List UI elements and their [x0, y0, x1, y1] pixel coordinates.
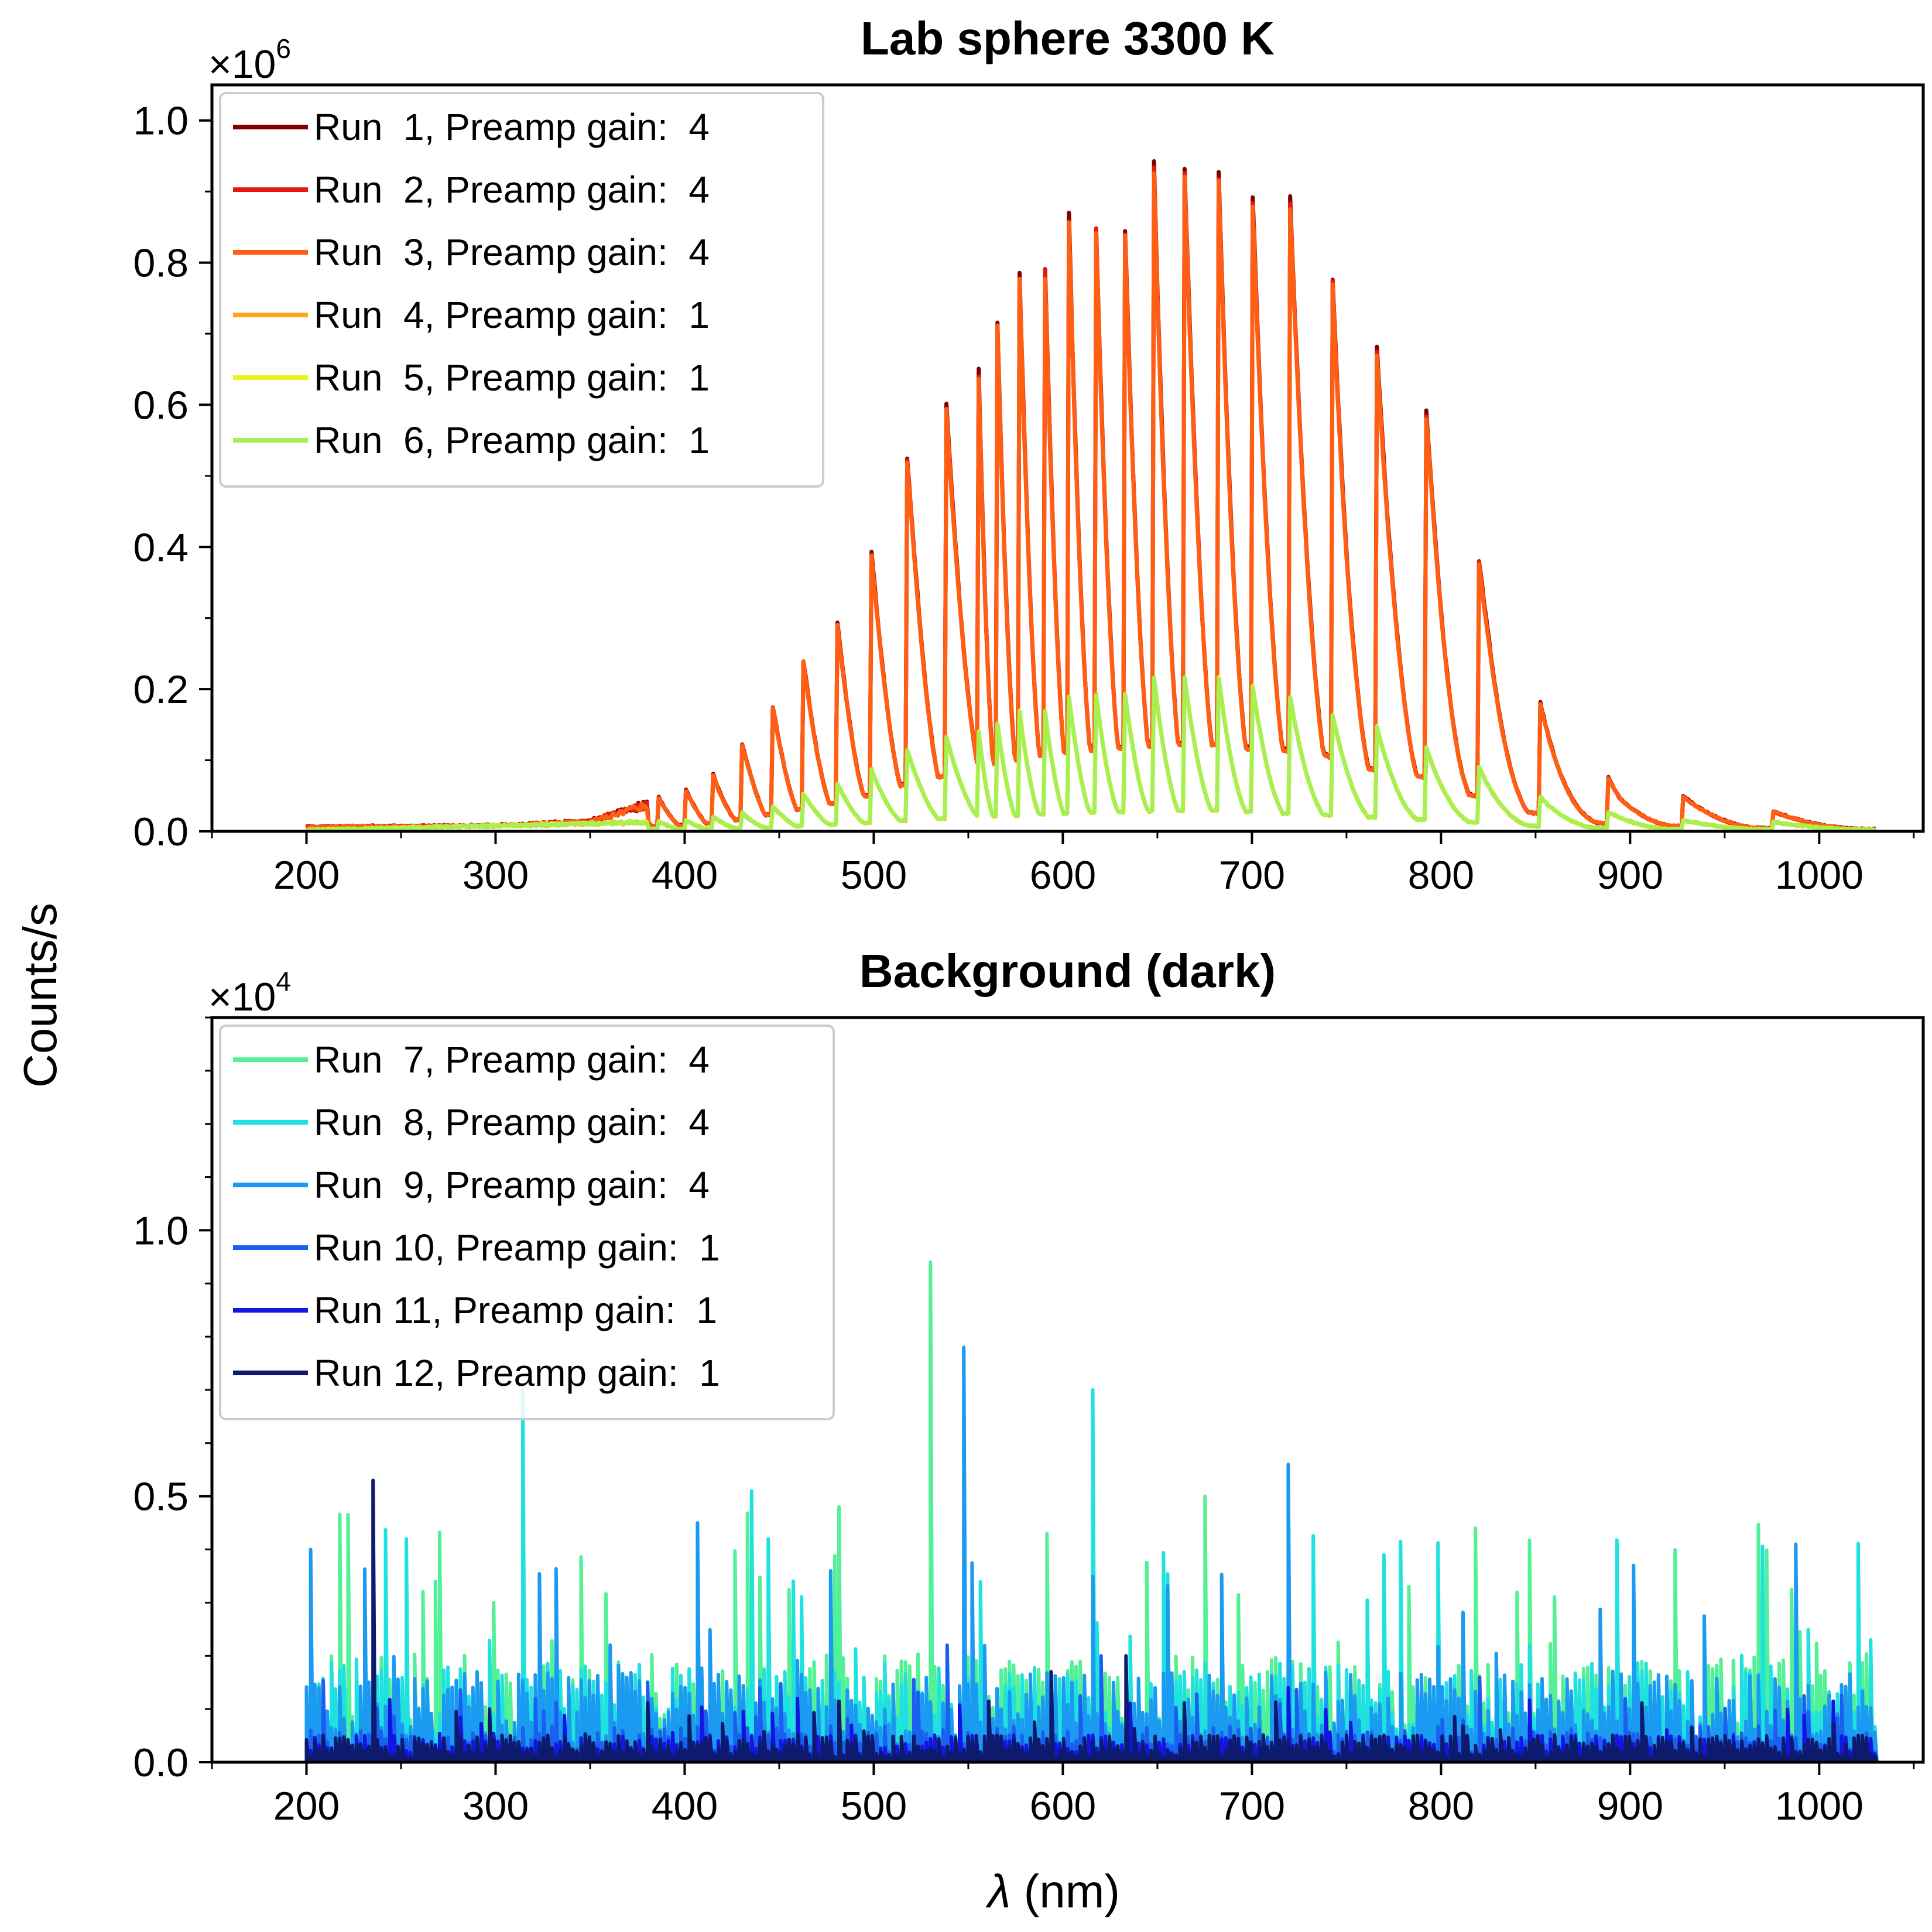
legend-entry-label: Run 11, Preamp gain: 1	[314, 1289, 717, 1331]
y-multiplier-base: ×10	[208, 975, 276, 1019]
x-tick-label: 300	[463, 853, 529, 898]
x-tick-label: 1000	[1775, 853, 1864, 898]
x-tick-label: 500	[841, 853, 907, 898]
x-tick-label: 500	[841, 1784, 907, 1828]
y-multiplier-label: ×106	[208, 33, 291, 87]
series-line-run-5	[305, 675, 1876, 831]
legend-box	[219, 1025, 835, 1420]
legend-entry-label: Run 8, Preamp gain: 4	[314, 1101, 710, 1143]
x-tick-label: 900	[1597, 853, 1663, 898]
x-tick-label: 300	[463, 1784, 529, 1828]
x-tick-label: 400	[652, 1784, 718, 1828]
y-tick-label: 0.6	[133, 383, 189, 427]
legend: Run 7, Preamp gain: 4 Run 8, Preamp gain:…	[219, 1025, 835, 1420]
y-multiplier-base: ×10	[208, 42, 276, 87]
y-multiplier-label: ×104	[208, 966, 291, 1019]
x-tick-label: 400	[652, 853, 718, 898]
panel-title: Lab sphere 3300 K	[861, 12, 1275, 64]
legend-entry-label: Run 6, Preamp gain: 1	[314, 419, 710, 461]
y-tick-label: 0.0	[133, 810, 189, 854]
legend-entry-label: Run 4, Preamp gain: 1	[314, 294, 710, 336]
series-line-run-6	[306, 675, 1876, 831]
x-axis-label: λ (nm)	[985, 1865, 1120, 1917]
x-tick-label: 600	[1030, 1784, 1096, 1828]
x-axis-label-unit: (nm)	[1010, 1865, 1120, 1917]
y-tick-label: 0.0	[133, 1741, 189, 1785]
y-axis-label: Counts/s	[14, 903, 66, 1088]
y-tick-label: 0.4	[133, 525, 189, 570]
y-tick-label: 0.2	[133, 667, 189, 712]
legend: Run 1, Preamp gain: 4 Run 2, Preamp gain:…	[219, 92, 824, 488]
axes-frame	[210, 83, 1925, 833]
x-tick-label: 900	[1597, 1784, 1663, 1828]
x-tick-label: 800	[1408, 1784, 1474, 1828]
plot-area	[305, 159, 1876, 831]
panel-bottom: Background (dark) ×104 200 300 400 500 600 700 8…	[133, 945, 1925, 1828]
y-tick-label: 0.8	[133, 241, 189, 286]
y-tick-label: 0.5	[133, 1475, 189, 1519]
x-tick-label: 200	[273, 853, 340, 898]
panel-top: Lab sphere 3300 K ×106 200 300 400 500 600 700 8…	[133, 12, 1925, 898]
legend-entry-label: Run 5, Preamp gain: 1	[314, 357, 710, 399]
y-tick-label: 1.0	[133, 1208, 189, 1253]
legend-entry-label: Run 3, Preamp gain: 4	[314, 231, 710, 273]
legend-entry-label: Run 10, Preamp gain: 1	[314, 1227, 720, 1269]
x-tick-label: 200	[273, 1784, 340, 1828]
legend-entry-label: Run 9, Preamp gain: 4	[314, 1164, 710, 1206]
x-tick-label: 800	[1408, 853, 1474, 898]
y-multiplier-exponent: 4	[276, 966, 291, 996]
series-line-run-4	[305, 675, 1876, 831]
x-tick-label: 700	[1219, 1784, 1285, 1828]
x-tick-label: 600	[1030, 853, 1096, 898]
panel-title: Background (dark)	[859, 945, 1276, 997]
x-tick-label: 1000	[1775, 1784, 1864, 1828]
legend-entry-label: Run 7, Preamp gain: 4	[314, 1039, 710, 1081]
legend-entry-label: Run 1, Preamp gain: 4	[314, 106, 710, 148]
y-tick-label: 1.0	[133, 99, 189, 143]
x-axis-label-symbol: λ	[985, 1865, 1010, 1917]
legend-entry-label: Run 12, Preamp gain: 1	[314, 1352, 720, 1394]
legend-entry-label: Run 2, Preamp gain: 4	[314, 169, 710, 211]
x-tick-label: 700	[1219, 853, 1285, 898]
legend-box	[219, 92, 824, 488]
y-multiplier-exponent: 6	[276, 33, 291, 64]
